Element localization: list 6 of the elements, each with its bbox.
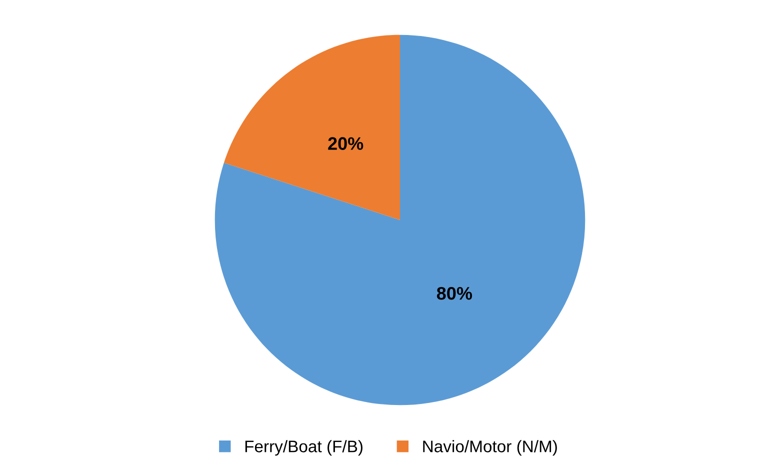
pie-slice	[214, 34, 586, 406]
legend-label: Navio/Motor (N/M)	[423, 440, 557, 456]
pie-slice	[224, 34, 400, 220]
legend-label: Ferry/Boat (F/B)	[245, 440, 362, 456]
data-label: 80%	[436, 286, 472, 300]
data-label: 20%	[328, 137, 364, 150]
